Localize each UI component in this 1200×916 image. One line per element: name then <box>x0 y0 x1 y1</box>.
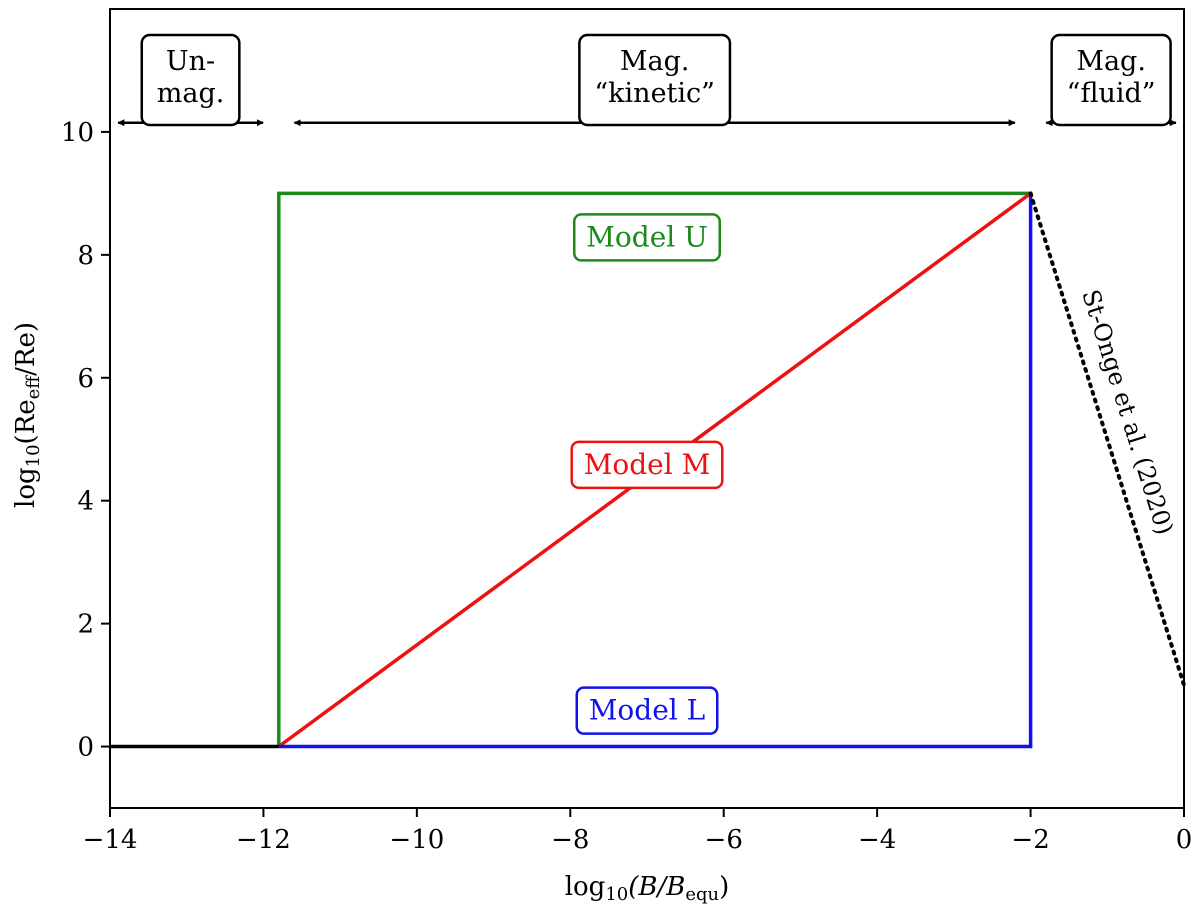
x-tick-label: −2 <box>1011 825 1049 855</box>
region-box-frame <box>140 33 241 127</box>
model-labels: Model U Model M Model L <box>570 213 724 735</box>
y-label-body-sub: eff <box>23 375 44 400</box>
series-line-st-onge-dotted <box>1028 191 1186 688</box>
region-label: “fluid” <box>1067 78 1156 109</box>
model-label-frame <box>573 213 721 262</box>
series-line-model-l <box>278 193 1033 749</box>
region-box-frame <box>578 33 732 127</box>
x-axis-ticks: −14 −12 −10 −8 −6 −4 −2 0 <box>83 808 1193 855</box>
y-tick-label: 10 <box>61 118 94 148</box>
model-label-text: Model M <box>584 448 711 481</box>
x-tick-label: −12 <box>236 825 291 855</box>
y-tick-label: 4 <box>77 487 94 517</box>
region-label: “kinetic” <box>594 78 715 109</box>
y-label-sub: 10 <box>23 444 44 467</box>
y-label-body: (Re <box>11 399 41 444</box>
x-label-body: (B/B <box>628 872 685 902</box>
model-label-frame <box>575 686 719 735</box>
y-tick-label: 6 <box>77 364 94 394</box>
x-label-suffix: ) <box>719 872 729 902</box>
x-tick-label: −14 <box>83 825 138 855</box>
model-label-model-m: Model M <box>570 440 724 490</box>
model-label-frame <box>570 440 724 490</box>
model-label-model-u: Model U <box>573 213 721 262</box>
x-label-body-sub: equ <box>685 884 719 905</box>
model-label-text: Model U <box>586 220 707 253</box>
y-label-suffix: /Re) <box>11 322 41 376</box>
series-layer <box>110 191 1186 749</box>
y-label-prefix: log <box>11 467 41 508</box>
region-label: Un- <box>166 46 215 77</box>
model-label-text: Model L <box>589 694 705 727</box>
region-label: mag. <box>157 78 225 109</box>
x-tick-label: −8 <box>551 825 589 855</box>
x-tick-label: −4 <box>858 825 896 855</box>
x-tick-label: −10 <box>389 825 444 855</box>
region-box: Un-mag. <box>140 33 241 127</box>
y-tick-label: 0 <box>77 733 94 763</box>
region-layer: Un-mag.Mag.“kinetic”Mag.“fluid” <box>117 33 1177 127</box>
region-box-frame <box>1050 33 1172 127</box>
x-tick-label: −6 <box>705 825 743 855</box>
region-box: Mag.“kinetic” <box>578 33 732 127</box>
region-label: Mag. <box>1076 46 1146 77</box>
region-label: Mag. <box>620 46 690 77</box>
x-label-prefix: log <box>565 872 606 902</box>
y-tick-label: 8 <box>77 241 94 271</box>
y-axis-ticks: 0 2 4 6 8 10 <box>61 118 110 763</box>
x-label-sub: 10 <box>605 884 628 905</box>
x-tick-label: 0 <box>1176 825 1193 855</box>
x-axis-label: log10(B/Bequ) <box>565 872 730 905</box>
plot-frame <box>109 8 1185 809</box>
y-tick-label: 2 <box>77 610 94 640</box>
series-line-model-u <box>277 191 1031 747</box>
region-box: Mag.“fluid” <box>1050 33 1172 127</box>
y-axis-label: log10(Reeff/Re) <box>11 322 44 508</box>
model-label-model-l: Model L <box>575 686 719 735</box>
